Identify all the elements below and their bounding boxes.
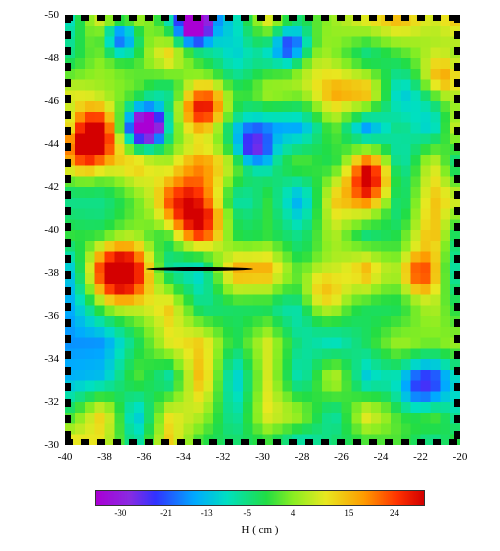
figure: -30 -32 -34 -36 -38 -40 -42 -44 -46 -48 -50 -40 -38 -… bbox=[0, 0, 500, 551]
colorbar-tick-label: -5 bbox=[244, 508, 252, 518]
colorbar-tick-label: 15 bbox=[344, 508, 353, 518]
y-tick-label: -42 bbox=[25, 181, 59, 193]
x-tick-label: -38 bbox=[97, 451, 112, 463]
colorbar-tick-label: -21 bbox=[160, 508, 172, 518]
y-tick-label: -34 bbox=[25, 353, 59, 365]
x-tick-label: -32 bbox=[216, 451, 231, 463]
x-tick-label: -20 bbox=[453, 451, 468, 463]
y-tick-label: -44 bbox=[25, 138, 59, 150]
y-tick-label: -46 bbox=[25, 95, 59, 107]
y-tick-label: -38 bbox=[25, 267, 59, 279]
colorbar-tick-label: -13 bbox=[201, 508, 213, 518]
colorbar-canvas bbox=[95, 490, 425, 506]
y-tick-label: -50 bbox=[25, 9, 59, 21]
colorbar-tick-label: 24 bbox=[390, 508, 399, 518]
heatmap-canvas bbox=[65, 15, 460, 445]
colorbar-tick-label: 4 bbox=[291, 508, 296, 518]
x-tick-label: -30 bbox=[255, 451, 270, 463]
colorbar-title: H ( cm ) bbox=[242, 524, 279, 536]
x-tick-label: -40 bbox=[58, 451, 73, 463]
y-tick-label: -36 bbox=[25, 310, 59, 322]
x-tick-label: -36 bbox=[137, 451, 152, 463]
y-tick-label: -30 bbox=[25, 439, 59, 451]
y-tick-label: -32 bbox=[25, 396, 59, 408]
x-tick-label: -28 bbox=[295, 451, 310, 463]
colorbar: -30 -21 -13 -5 4 15 24 H ( cm ) bbox=[95, 490, 425, 540]
y-tick-label: -48 bbox=[25, 52, 59, 64]
x-tick-label: -34 bbox=[176, 451, 191, 463]
x-tick-label: -26 bbox=[334, 451, 349, 463]
y-tick-label: -40 bbox=[25, 224, 59, 236]
colorbar-tick-label: -30 bbox=[114, 508, 126, 518]
plot-area: -30-32-34-36-38-40-42-44-46-48-50-40-38-… bbox=[65, 15, 460, 445]
x-tick-label: -24 bbox=[374, 451, 389, 463]
x-tick-label: -22 bbox=[413, 451, 428, 463]
